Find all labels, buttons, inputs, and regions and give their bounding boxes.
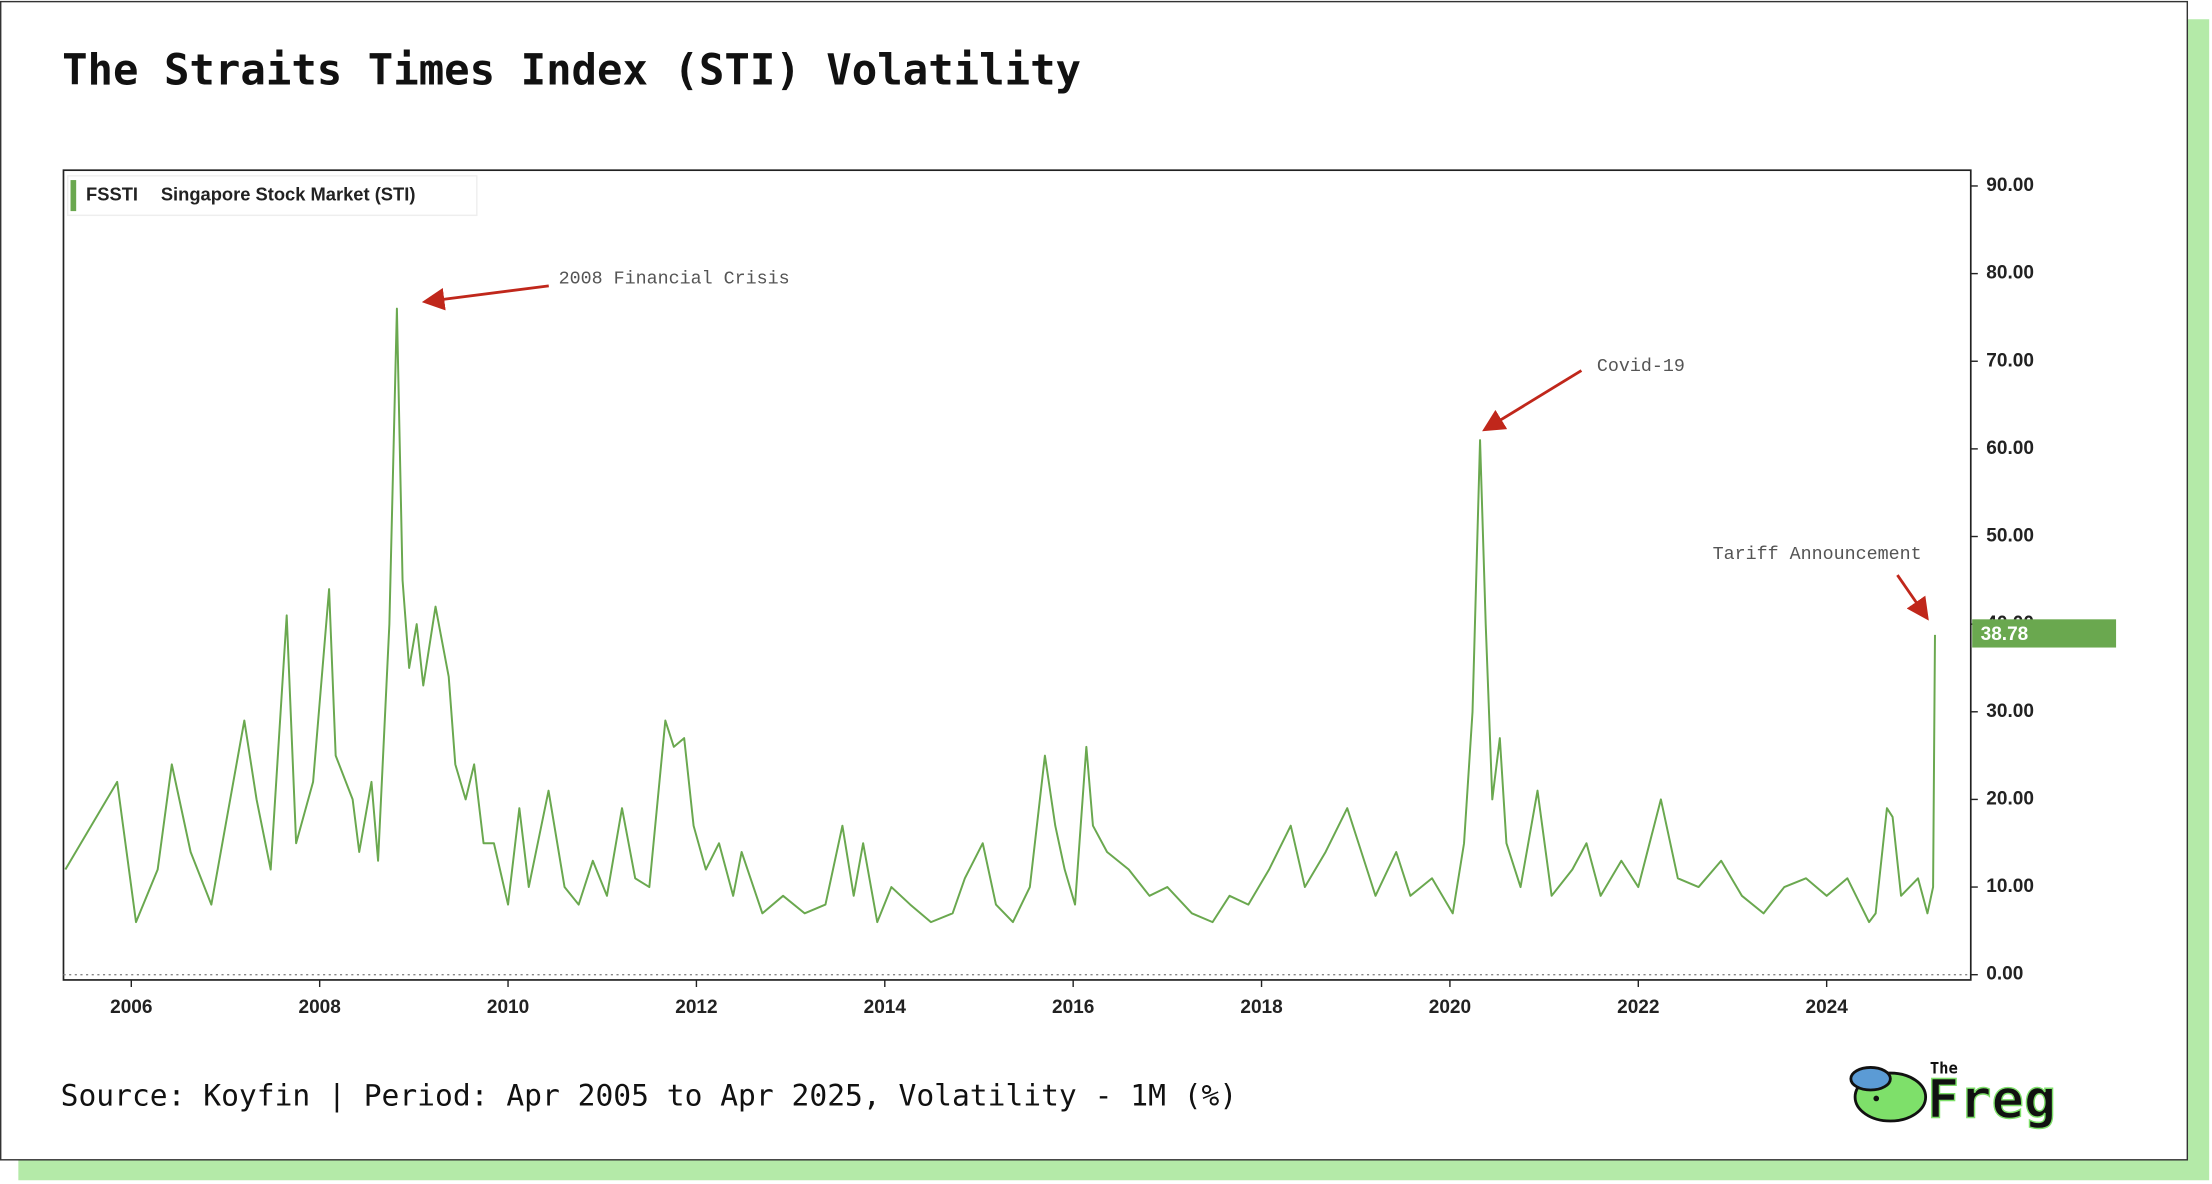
logo-hat bbox=[1849, 1066, 1892, 1092]
x-tick-label: 2020 bbox=[1429, 997, 1471, 1018]
y-tick-label: 80.00 bbox=[1986, 263, 2034, 284]
annotation: 2008 Financial Crisis bbox=[559, 269, 790, 290]
annotation-arrow bbox=[421, 284, 549, 311]
x-tick-label: 2012 bbox=[675, 997, 717, 1018]
y-tick-label: 30.00 bbox=[1986, 701, 2034, 722]
annotation-arrow bbox=[1896, 574, 1929, 621]
logo-text: Freg bbox=[1927, 1067, 2056, 1130]
plot-frame bbox=[62, 169, 1972, 981]
legend-box bbox=[67, 175, 478, 217]
logo-small: The bbox=[1930, 1059, 1958, 1077]
annotation: Covid-19 bbox=[1597, 356, 1685, 377]
x-tick-label: 2008 bbox=[298, 997, 340, 1018]
y-tick-label: 20.00 bbox=[1986, 788, 2034, 809]
series-line bbox=[64, 307, 1936, 924]
annotation: Tariff Announcement bbox=[1713, 544, 1922, 565]
x-tick-label: 2014 bbox=[864, 997, 907, 1018]
y-tick-label: 0.00 bbox=[1986, 964, 2023, 985]
last-value-tag bbox=[1972, 619, 2117, 648]
logo-eye bbox=[1873, 1095, 1880, 1102]
x-tick-label: 2016 bbox=[1052, 997, 1094, 1018]
x-tick-label: 2024 bbox=[1805, 997, 1848, 1018]
y-tick-label: 50.00 bbox=[1986, 526, 2034, 547]
x-tick-label: 2022 bbox=[1617, 997, 1659, 1018]
legend-label: Singapore Stock Market (STI) bbox=[161, 183, 416, 204]
x-tick-label: 2018 bbox=[1240, 997, 1282, 1018]
y-tick-label: 90.00 bbox=[1986, 175, 2034, 196]
source-note: Source: Koyfin | Period: Apr 2005 to Apr… bbox=[61, 1079, 1238, 1114]
y-tick-label: 70.00 bbox=[1986, 350, 2034, 371]
chart-title: The Straits Times Index (STI) Volatility bbox=[62, 45, 1081, 94]
last-value-label: 38.78 bbox=[1981, 624, 2029, 645]
x-tick-label: 2010 bbox=[487, 997, 529, 1018]
legend-swatch bbox=[70, 180, 77, 212]
y-tick-label: 60.00 bbox=[1986, 438, 2034, 459]
x-tick-label: 2006 bbox=[110, 997, 152, 1018]
legend-ticker: FSSTI bbox=[86, 183, 138, 204]
logo: The Freg bbox=[1849, 1059, 2057, 1131]
annotation-arrow bbox=[1482, 369, 1583, 432]
y-tick-label: 10.00 bbox=[1986, 876, 2034, 897]
